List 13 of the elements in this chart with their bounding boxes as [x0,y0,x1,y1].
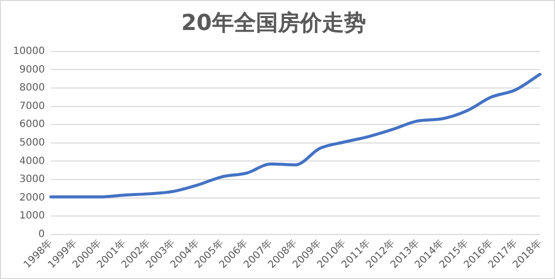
y-tick-label: 7000 [19,100,45,112]
y-tick-label: 4000 [19,156,45,167]
y-tick-label: 5000 [19,138,45,149]
y-tick-label: 0 [38,229,45,240]
y-tick-label: 6000 [19,119,45,130]
y-tick-label: 10000 [13,46,45,57]
y-tick-label: 1000 [19,210,45,222]
y-tick-label: 9000 [19,64,45,76]
line-series [49,72,542,198]
y-tick-label: 2000 [19,192,45,204]
chart-title: 20年全国房价走势 [181,10,366,36]
y-tick-label: 3000 [19,174,45,186]
y-tick-label: 8000 [19,82,45,94]
